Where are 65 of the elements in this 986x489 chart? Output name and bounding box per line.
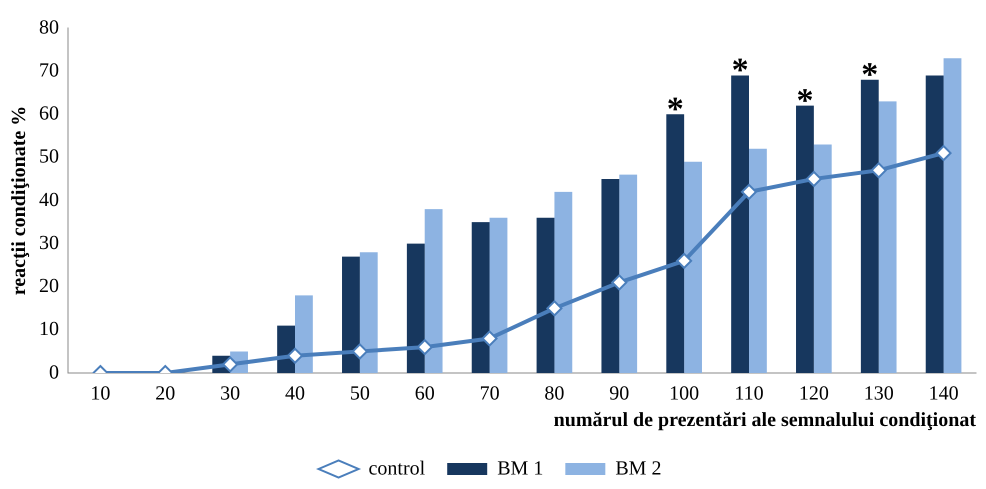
y-tick-label: 20 [39,275,59,297]
x-tick-label: 140 [928,382,959,404]
bar [944,58,962,373]
point [806,170,822,187]
point [352,343,368,360]
x-tick-label: 20 [155,382,176,404]
x-axis-title: numărul de prezentări ale semnalului condiţionat [554,409,976,432]
y-tick-label: 10 [39,318,59,340]
point [936,145,952,162]
y-tick-label: 70 [39,59,59,82]
bar [342,256,360,373]
bar [814,144,832,373]
point [741,184,757,200]
bar [406,244,425,373]
y-tick-label: 60 [39,102,59,124]
legend-label: BM 2 [615,457,662,480]
x-tick-label: 130 [864,382,894,404]
y-tick-label: 80 [39,16,59,38]
bar [472,222,490,373]
bar [490,218,508,373]
x-tick-label: 50 [350,382,370,404]
point [482,330,498,346]
bar [360,252,378,373]
y-tick-label: 0 [49,361,59,384]
x-tick-label: 70 [480,382,500,404]
bar [554,192,572,373]
bar [926,75,944,373]
point [611,274,628,290]
x-tick-label: 110 [734,382,764,404]
legend-label: control [368,457,426,480]
bar [796,106,814,373]
annotation: * [732,52,749,90]
x-tick-label: 80 [544,382,564,404]
bar [536,218,554,373]
bar [619,174,638,373]
bar [731,75,749,373]
bar [684,162,702,373]
point [287,348,303,364]
x-tick-label: 40 [285,382,305,404]
x-tick-label: 90 [609,382,630,404]
bar [878,101,897,373]
y-axis-title: reacţii condiţionate % [8,106,30,296]
y-tick-label: 50 [39,146,59,168]
bar [749,148,767,373]
bar [424,209,443,373]
bar [666,114,684,373]
bar [860,80,879,373]
x-tick-label: 60 [414,382,435,404]
point [416,339,433,356]
annotation: * [861,56,878,94]
point [676,252,692,269]
x-tick-label: 100 [669,382,700,404]
legend-label: BM 1 [497,457,544,480]
bar [295,295,313,373]
x-tick-label: 120 [798,382,829,404]
y-tick-label: 30 [39,232,59,254]
point [222,356,238,372]
annotation: * [666,91,684,128]
point [546,300,562,316]
y-tick-label: 40 [39,188,59,211]
point [870,162,887,178]
x-tick-label: 30 [220,382,240,404]
x-tick-label: 10 [90,382,110,404]
annotation: * [796,82,814,120]
bar [601,178,620,373]
